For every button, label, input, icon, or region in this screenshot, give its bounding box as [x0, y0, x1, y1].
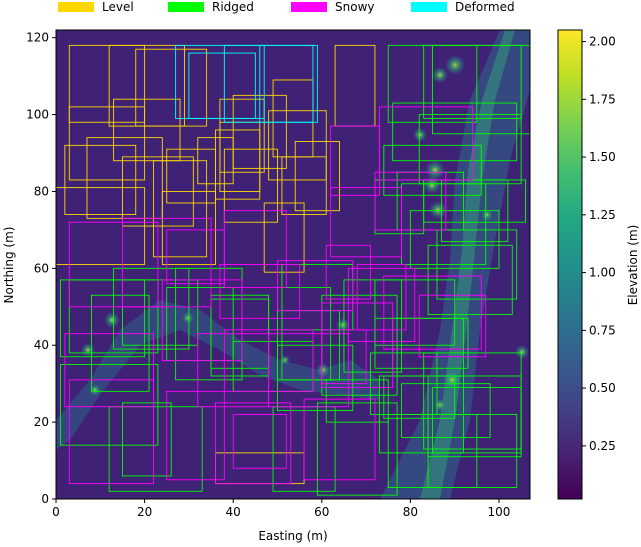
colorbar: 0.25 0.50 0.75 1.00 1.25 1.50 1.75 2.00 Elevati… [557, 29, 640, 500]
box-level-14 [268, 110, 327, 181]
colorbar-tick-label: 1.00 [589, 266, 616, 280]
box-snowy-18 [268, 333, 349, 408]
colorbar-tick-label: 2.00 [589, 35, 616, 49]
x-tick-label: 20 [137, 505, 152, 519]
box-deformed-2 [188, 52, 256, 119]
box-snowy-9 [219, 264, 301, 319]
box-snowy-5 [68, 221, 159, 308]
box-ridged-6 [409, 210, 500, 269]
box-snowy-20 [166, 390, 225, 481]
plot-frame [55, 29, 531, 500]
box-snowy-14 [64, 333, 154, 408]
x-axis-label: Easting (m) [258, 529, 327, 543]
box-level-4 [64, 144, 137, 215]
legend-swatch-snowy [291, 2, 327, 12]
legend-swatch-deformed [411, 2, 447, 12]
x-tick-label: 40 [226, 505, 241, 519]
box-snowy-10 [277, 260, 354, 312]
y-axis-label: Northing (m) [2, 227, 16, 304]
box-level-20 [135, 48, 208, 127]
box-ridged-29 [401, 383, 491, 438]
box-level-16 [281, 156, 327, 215]
y-axis-ticks: 0 20 40 60 80 100 120 [26, 31, 56, 506]
box-ridged-4 [383, 144, 482, 196]
box-ridged-13 [59, 279, 146, 358]
box-snowy-22 [68, 379, 154, 485]
y-tick-label: 40 [34, 338, 49, 352]
box-snowy-19 [303, 398, 376, 481]
colorbar-tick-label: 0.50 [589, 381, 616, 395]
colorbar-tick-label: 0.75 [589, 323, 616, 337]
box-snowy-21 [215, 402, 292, 485]
box-ridged-15 [113, 267, 190, 350]
box-snowy-8 [223, 210, 287, 289]
box-level-15 [263, 202, 305, 273]
legend: Level Ridged Snowy Deformed [58, 0, 515, 14]
box-ridged-2 [392, 102, 518, 162]
box-snowy-12 [383, 275, 482, 350]
legend-swatch-level [58, 2, 94, 12]
annotation-boxes [56, 44, 530, 496]
x-axis-ticks: 0 20 40 60 80 100 [52, 499, 510, 519]
colorbar-tick-label: 0.25 [589, 439, 616, 453]
box-ridged-40 [387, 413, 478, 488]
box-snowy-25 [347, 267, 416, 342]
y-tick-label: 0 [41, 492, 49, 506]
y-tick-label: 120 [26, 31, 49, 45]
box-ridged-16 [121, 279, 199, 346]
box-ridged-46 [432, 44, 530, 135]
box-snowy-2 [330, 187, 402, 258]
box-level-2 [68, 106, 146, 181]
colorbar-label: Elevation (m) [626, 225, 640, 306]
colorbar-ticks: 0.25 0.50 0.75 1.00 1.25 1.50 1.75 2.00 [582, 35, 616, 453]
box-ridged-14 [90, 294, 150, 392]
box-snowy-13 [418, 294, 487, 358]
box-ridged-24 [343, 279, 402, 373]
box-snowy-15 [161, 279, 243, 362]
box-snowy-1 [378, 106, 473, 181]
box-snowy-26 [321, 329, 367, 385]
box-level-17 [294, 141, 340, 212]
colorbar-tick-label: 1.50 [589, 150, 616, 164]
box-level-0 [68, 44, 146, 123]
box-level-9 [161, 191, 216, 265]
x-tick-label: 80 [403, 505, 418, 519]
legend-label-deformed: Deformed [455, 0, 515, 14]
y-tick-label: 60 [34, 261, 49, 275]
box-ridged-37 [277, 344, 354, 412]
box-deformed-3 [259, 44, 318, 123]
legend-label-ridged: Ridged [212, 0, 254, 14]
box-level-21 [215, 129, 261, 200]
box-level-23 [153, 160, 208, 258]
box-level-3 [113, 98, 181, 162]
x-tick-label: 100 [488, 505, 511, 519]
box-snowy-24 [356, 264, 407, 331]
x-tick-label: 60 [314, 505, 329, 519]
colorbar-gradient [557, 29, 583, 500]
box-ridged-44 [325, 379, 389, 423]
box-snowy-23 [232, 413, 287, 469]
box-ridged-41 [316, 402, 398, 496]
legend-label-snowy: Snowy [335, 0, 374, 14]
box-ridged-35 [108, 406, 203, 492]
y-tick-label: 100 [26, 108, 49, 122]
box-level-12 [223, 148, 278, 223]
box-ridged-34 [121, 402, 172, 477]
y-tick-label: 20 [34, 415, 49, 429]
box-ridged-10 [436, 229, 518, 300]
colorbar-tick-label: 1.25 [589, 208, 616, 222]
y-tick-label: 80 [34, 184, 49, 198]
box-level-11 [219, 98, 265, 173]
box-snowy-6 [121, 217, 212, 308]
colorbar-tick-label: 1.75 [589, 92, 616, 106]
box-ridged-43 [423, 352, 522, 450]
legend-swatch-ridged [168, 2, 204, 12]
box-snowy-3 [374, 171, 447, 231]
x-tick-label: 0 [52, 505, 60, 519]
legend-label-level: Level [102, 0, 134, 14]
